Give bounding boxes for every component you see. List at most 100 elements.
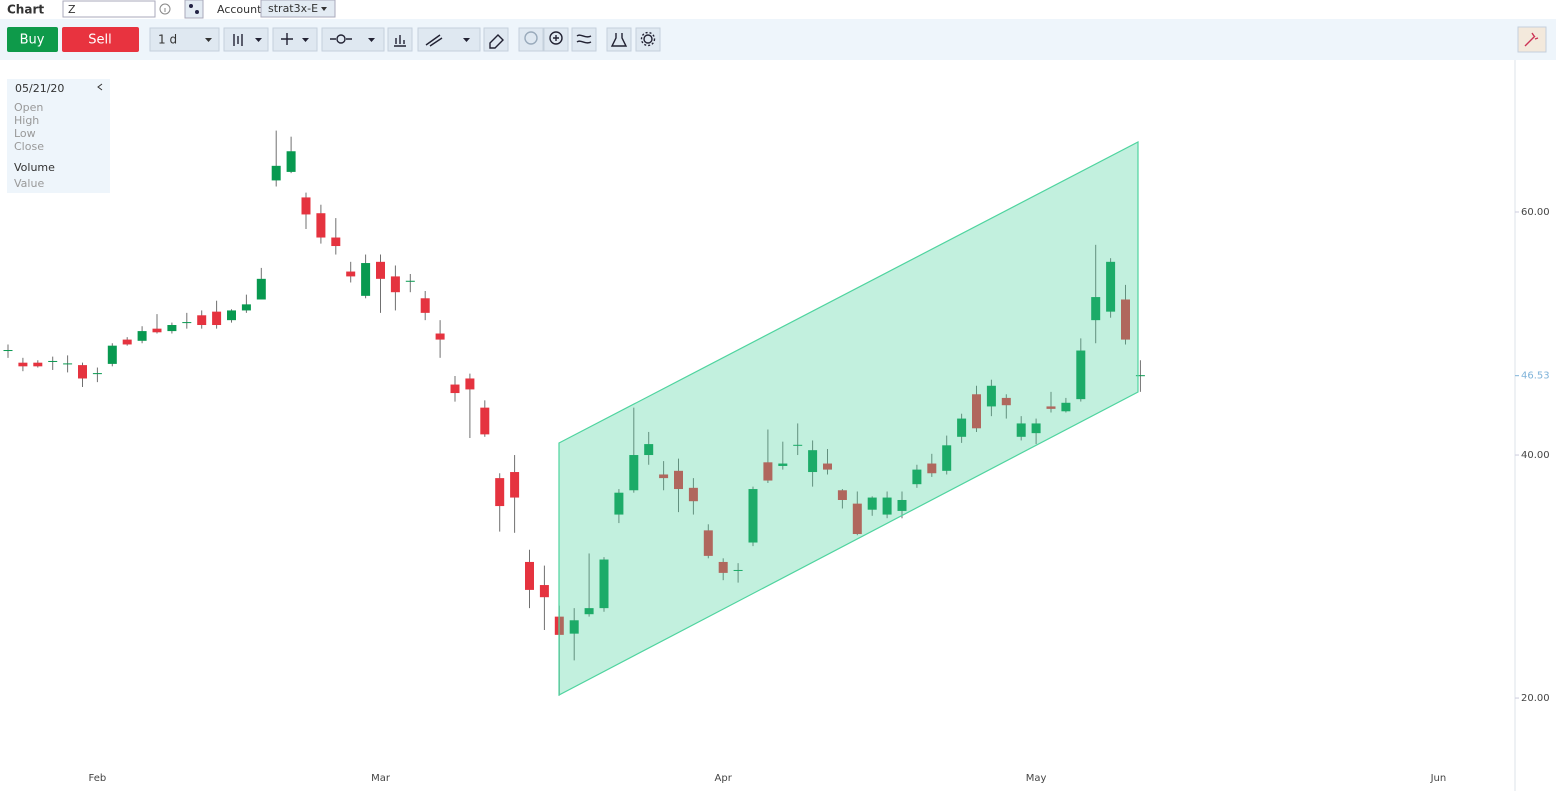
dropdown-arrow <box>463 38 470 42</box>
x-tick-label: Jun <box>1430 773 1447 784</box>
candle-body <box>316 213 326 238</box>
account-select[interactable] <box>260 0 336 18</box>
candle-body <box>972 394 981 429</box>
candle-body <box>465 378 475 390</box>
info-field: Close <box>14 140 44 153</box>
candle-body <box>48 360 58 362</box>
candle-body <box>957 418 967 437</box>
candle-body <box>525 561 534 590</box>
buy-button[interactable] <box>7 27 58 52</box>
lab-button[interactable] <box>606 27 632 52</box>
candle-body <box>1091 297 1101 321</box>
candle-body <box>837 490 847 500</box>
info-panel <box>7 79 110 193</box>
draw-button[interactable] <box>417 27 481 52</box>
candle-body <box>897 499 907 511</box>
dropdown-arrow <box>321 7 327 11</box>
candle-body <box>1061 402 1071 412</box>
candle-body <box>599 559 609 609</box>
info-field: Open <box>14 101 43 114</box>
candle-body <box>301 197 311 215</box>
x-tick-label: Apr <box>715 773 733 784</box>
collapse-icon[interactable] <box>97 83 103 91</box>
icon <box>553 35 559 41</box>
candle-body <box>137 331 147 341</box>
icon <box>281 33 293 45</box>
tool-buttons <box>223 26 1547 53</box>
tool-arrows <box>255 38 470 42</box>
candle-body <box>733 569 743 571</box>
y-tick-label: 40.00 <box>1521 450 1550 461</box>
info-value: Value <box>14 177 44 190</box>
sell-button[interactable] <box>62 27 139 52</box>
candle-body <box>331 237 341 247</box>
account-label: Account <box>217 3 262 16</box>
candle-body <box>420 298 430 313</box>
y-tick-label: 60.00 <box>1521 207 1550 218</box>
candle-body <box>271 165 281 181</box>
zoom-out-button[interactable] <box>518 27 544 52</box>
interval-text: 1 d <box>158 33 177 47</box>
icon <box>425 34 443 47</box>
candle-body <box>718 561 728 573</box>
candle-body <box>852 503 862 535</box>
candle-body <box>495 478 505 507</box>
candle-body <box>3 350 13 352</box>
chart-title: Chart <box>7 3 44 17</box>
buy-label: Buy <box>20 33 45 48</box>
symbol-input[interactable] <box>62 0 156 18</box>
candle-body <box>793 444 803 446</box>
candle-body <box>539 585 549 598</box>
info-field: High <box>14 114 39 127</box>
chart-type-button[interactable] <box>223 27 269 52</box>
candle-body <box>405 280 415 282</box>
candle-body <box>286 151 296 172</box>
dropdown-arrow <box>205 38 212 42</box>
cursor-button[interactable] <box>272 27 318 52</box>
candle-body <box>688 487 698 502</box>
candle-body <box>1076 350 1086 400</box>
tool-icons <box>233 31 1539 49</box>
x-tick-label: May <box>1026 773 1047 784</box>
candle-body <box>480 407 490 435</box>
candle-body <box>1046 406 1056 409</box>
candle-body <box>882 497 892 515</box>
sell-label: Sell <box>88 33 111 48</box>
candle-body <box>241 304 251 311</box>
icon <box>524 31 538 45</box>
candle-body <box>867 497 877 510</box>
link-button[interactable] <box>184 0 204 19</box>
candle-body <box>212 311 222 326</box>
info-icon[interactable] <box>159 3 171 15</box>
candle-body <box>778 463 788 466</box>
candle-body <box>376 261 385 279</box>
last-price-label: 46.53 <box>1521 371 1550 382</box>
settings-button[interactable] <box>635 27 661 52</box>
candle-body <box>942 445 952 471</box>
icon <box>643 34 653 44</box>
channel-drawing[interactable] <box>558 141 1139 696</box>
candle-body <box>450 384 460 394</box>
dropdown-arrow <box>255 38 262 42</box>
dropdown-arrow <box>368 38 375 42</box>
icon <box>576 34 592 44</box>
icon <box>640 31 656 47</box>
candle-body <box>1016 423 1026 437</box>
candle-body <box>18 362 28 367</box>
candle-body <box>227 310 236 321</box>
time-button[interactable] <box>321 27 385 52</box>
interval-select[interactable] <box>149 27 220 52</box>
candle-body <box>584 608 594 615</box>
candle-body <box>659 474 669 479</box>
candle-body <box>808 450 818 473</box>
account-text: strat3x-E <box>268 2 318 15</box>
compare-button[interactable] <box>571 27 597 52</box>
icon <box>233 34 243 46</box>
candle-body <box>92 373 102 375</box>
candle-body <box>748 489 758 543</box>
x-tick-label: Feb <box>89 773 107 784</box>
candle-body <box>1121 299 1130 340</box>
candle-body <box>823 463 832 470</box>
candle-body <box>256 278 266 300</box>
